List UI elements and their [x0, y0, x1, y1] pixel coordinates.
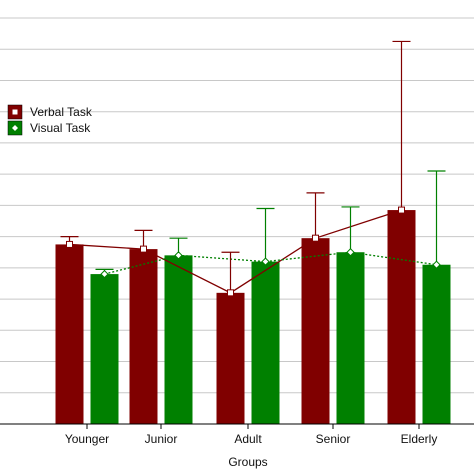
bar-verbal-adult	[216, 292, 245, 424]
mean-marker-verbal	[227, 289, 234, 297]
x-tick-label-junior: Junior	[145, 432, 178, 446]
legend-marker-verbal	[12, 109, 18, 115]
mean-marker-verbal	[312, 234, 319, 242]
bar-verbal-younger	[55, 244, 84, 424]
mean-marker-verbal	[140, 245, 147, 253]
bar-verbal-junior	[129, 249, 158, 424]
bar-visual-younger	[90, 274, 119, 424]
x-axis-ticks: Younger Junior Adult Senior Elderly	[65, 424, 437, 446]
bar-visual-senior	[336, 252, 365, 424]
bar-visual-junior	[164, 255, 193, 424]
bars	[55, 210, 451, 424]
markers	[66, 206, 441, 297]
mean-marker-verbal	[66, 240, 73, 248]
mean-marker-visual	[261, 257, 270, 266]
bar-visual-elderly	[422, 264, 451, 424]
legend-marker-visual	[12, 125, 18, 131]
x-tick-label-senior: Senior	[316, 432, 351, 446]
bar-visual-adult	[251, 261, 280, 424]
mean-marker-visual	[100, 269, 109, 279]
x-tick-label-younger: Younger	[65, 432, 109, 446]
legend-entry-verbal: Verbal Task	[7, 104, 93, 120]
bar-verbal-elderly	[387, 210, 416, 424]
mean-marker-visual	[174, 251, 183, 260]
mean-marker-visual	[346, 248, 355, 257]
legend: Verbal Task Visual Task	[7, 104, 93, 136]
mean-marker-verbal	[398, 206, 405, 214]
bar-verbal-senior	[301, 238, 330, 424]
legend-entry-visual: Visual Task	[7, 120, 91, 136]
x-tick-label-elderly: Elderly	[401, 432, 438, 446]
error-bars	[60, 40, 446, 293]
mean-marker-visual	[432, 260, 441, 269]
x-axis-title: Groups	[228, 455, 267, 469]
legend-label-verbal: Verbal Task	[30, 105, 93, 119]
x-tick-label-adult: Adult	[234, 432, 262, 446]
legend-label-visual: Visual Task	[30, 121, 91, 135]
